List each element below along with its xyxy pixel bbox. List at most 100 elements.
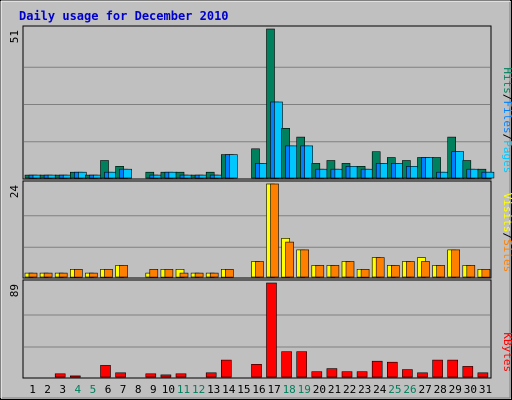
- bar-sites-day-4: [74, 268, 83, 278]
- bar-sites-day-21: [330, 265, 340, 278]
- legend-entry: Hits: [501, 67, 512, 94]
- x-tick-label: 16: [252, 383, 265, 396]
- x-tick-label: 19: [298, 383, 311, 396]
- x-tick-label: 15: [237, 383, 250, 396]
- bar-kbytes-day-23: [356, 371, 368, 378]
- x-tick-label: 27: [418, 383, 431, 396]
- bar-pages-day-14: [229, 154, 238, 179]
- bar-sites-day-13: [209, 272, 219, 278]
- bar-sites-day-30: [466, 265, 476, 278]
- bar-pages-day-17: [274, 101, 283, 179]
- x-tick-label: 26: [403, 383, 416, 396]
- x-tick-label: 13: [207, 383, 220, 396]
- bar-kbytes-day-31: [477, 372, 489, 378]
- legend-entry: /: [501, 94, 512, 101]
- bar-sites-day-26: [406, 261, 415, 278]
- bar-kbytes-day-21: [326, 368, 338, 378]
- bar-sites-day-14: [225, 268, 234, 278]
- bar-sites-day-23: [360, 268, 370, 278]
- bar-kbytes-day-27: [417, 372, 428, 378]
- bar-pages-day-10: [168, 171, 178, 179]
- bar-sites-day-5: [89, 272, 98, 278]
- x-tick-label: 11: [177, 383, 190, 396]
- bar-pages-day-13: [213, 174, 223, 179]
- x-tick-label: 30: [464, 383, 477, 396]
- bar-kbytes-day-25: [386, 361, 398, 378]
- max-value-label: 24: [8, 185, 21, 199]
- legend-entry: /: [501, 134, 512, 141]
- bar-sites-day-16: [255, 261, 264, 278]
- x-tick-label: 23: [358, 383, 371, 396]
- x-tick-label: 12: [192, 383, 205, 396]
- bar-pages-day-20: [319, 168, 329, 179]
- bar-kbytes-day-19: [296, 351, 308, 378]
- bar-pages-day-28: [440, 171, 449, 179]
- bar-kbytes-day-18: [281, 351, 292, 378]
- bar-pages-day-22: [349, 166, 359, 179]
- x-tick-label: 29: [449, 383, 462, 396]
- bar-kbytes-day-6: [100, 365, 111, 378]
- bar-sites-day-22: [345, 261, 355, 278]
- bar-pages-day-18: [289, 145, 298, 179]
- bar-pages-day-26: [410, 166, 419, 179]
- x-tick-label: 9: [150, 383, 157, 396]
- bar-sites-day-7: [119, 265, 128, 278]
- x-tick-label: 18: [283, 383, 296, 396]
- panel-kbytes: 89 KBytes: [8, 279, 512, 379]
- plot-area: [22, 279, 492, 379]
- x-tick-label: 7: [120, 383, 127, 396]
- bar-pages-day-31: [485, 171, 495, 179]
- bar-pages-day-3: [62, 174, 72, 179]
- bar-kbytes-day-28: [432, 359, 443, 378]
- legend-entry: Pages: [501, 140, 512, 173]
- bar-sites-day-31: [481, 268, 491, 278]
- bar-sites-day-12: [194, 272, 204, 278]
- bar-sites-day-3: [58, 272, 68, 278]
- x-tick-label: 5: [90, 383, 97, 396]
- legend-kbytes: KBytes: [501, 332, 512, 372]
- legend-hits-files-pages: Hits/Files/Pages: [501, 67, 512, 173]
- bar-kbytes-day-20: [311, 371, 323, 378]
- x-tick-label: 25: [388, 383, 401, 396]
- bar-kbytes-day-13: [205, 372, 217, 378]
- bar-pages-day-19: [304, 145, 314, 179]
- bar-sites-day-19: [300, 249, 310, 278]
- bar-sites-day-27: [421, 261, 430, 278]
- x-tick-label: 1: [29, 383, 36, 396]
- bar-kbytes-day-4: [70, 375, 81, 378]
- x-tick-label: 24: [373, 383, 387, 396]
- x-tick-label: 20: [313, 383, 326, 396]
- bar-sites-day-6: [104, 268, 113, 278]
- x-tick-label: 14: [222, 383, 236, 396]
- legend-entry: Visits: [501, 193, 512, 233]
- bar-pages-day-27: [425, 157, 434, 179]
- bar-kbytes-day-22: [341, 371, 353, 378]
- legend-visits-sites: Visits/Sites: [501, 193, 512, 272]
- bar-kbytes-day-9: [145, 373, 157, 378]
- bar-kbytes-day-30: [462, 366, 474, 378]
- bar-sites-day-10: [164, 268, 174, 278]
- bar-sites-day-2: [43, 272, 53, 278]
- x-tick-label: 17: [267, 383, 280, 396]
- bar-sites-day-11: [179, 272, 189, 278]
- bar-sites-day-9: [149, 268, 159, 278]
- bar-pages-day-21: [334, 168, 344, 179]
- bar-kbytes-day-26: [402, 369, 413, 378]
- legend-entry: KBytes: [501, 332, 512, 372]
- x-tick-label: 2: [44, 383, 51, 396]
- bar-kbytes-day-7: [115, 372, 126, 378]
- max-value-label: 89: [8, 284, 21, 297]
- x-tick-label: 6: [105, 383, 112, 396]
- panel-visits-sites: 24 Visits/Sites: [8, 180, 512, 279]
- bar-kbytes-day-17: [266, 282, 277, 378]
- bar-pages-day-11: [183, 174, 193, 179]
- panel-hits-files-pages: 51 Hits/Files/Pages: [8, 25, 512, 180]
- x-tick-label: 31: [479, 383, 492, 396]
- bar-sites-day-17: [270, 183, 279, 278]
- x-tick-label: 22: [343, 383, 356, 396]
- x-tick-label: 28: [434, 383, 447, 396]
- max-value-label: 51: [8, 30, 21, 43]
- bar-sites-day-20: [315, 265, 325, 278]
- bar-kbytes-day-11: [175, 373, 187, 378]
